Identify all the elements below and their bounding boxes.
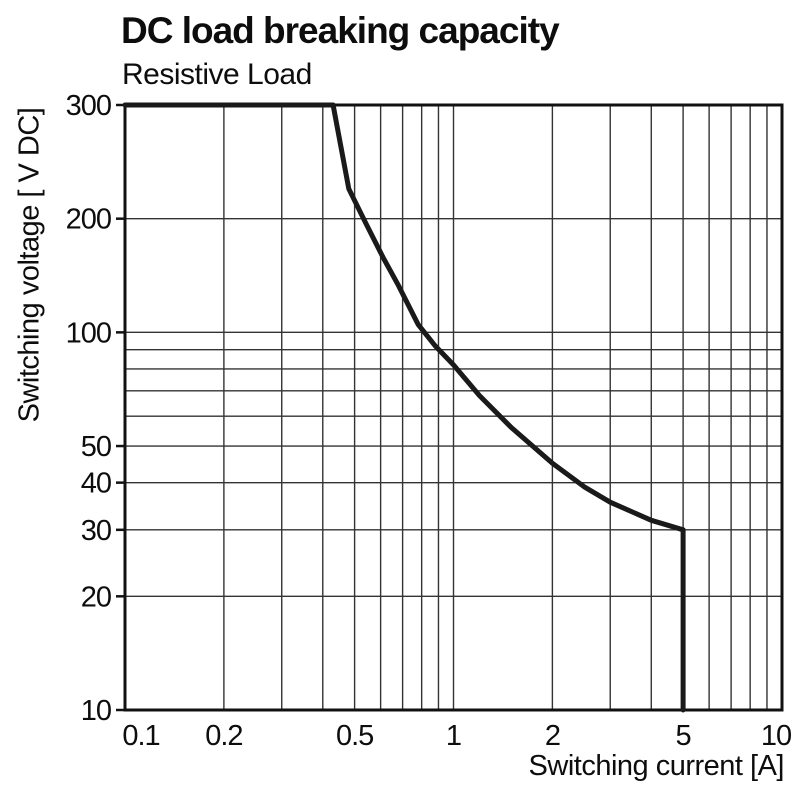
x-tick-label: 0.1: [122, 720, 159, 752]
x-tick-label: 0.5: [336, 720, 373, 752]
y-tick-label: 40: [81, 468, 111, 500]
x-tick-label: 5: [676, 720, 691, 752]
y-tick-label: 200: [66, 204, 111, 236]
plot-frame: [123, 103, 784, 712]
y-axis-title: Switching voltage [ V DC]: [13, 107, 46, 423]
chart-subtitle: Resistive Load: [122, 58, 312, 91]
y-tick-label: 30: [81, 515, 111, 547]
y-tick-label: 20: [81, 581, 111, 613]
x-axis-title: Switching current [A]: [528, 750, 785, 782]
y-tick-label: 300: [66, 90, 111, 122]
x-tick-label: 2: [545, 720, 560, 752]
x-tick-label: 0.2: [205, 720, 242, 752]
y-tick-label: 50: [81, 431, 111, 463]
chart-title: DC load breaking capacity: [121, 10, 560, 51]
curve-resistive-load: [122, 102, 686, 713]
y-tick-label: 100: [66, 317, 111, 349]
x-tick-label: 1: [446, 720, 461, 752]
y-tick-label: 10: [81, 695, 111, 727]
x-tick-label: 10: [761, 720, 791, 752]
